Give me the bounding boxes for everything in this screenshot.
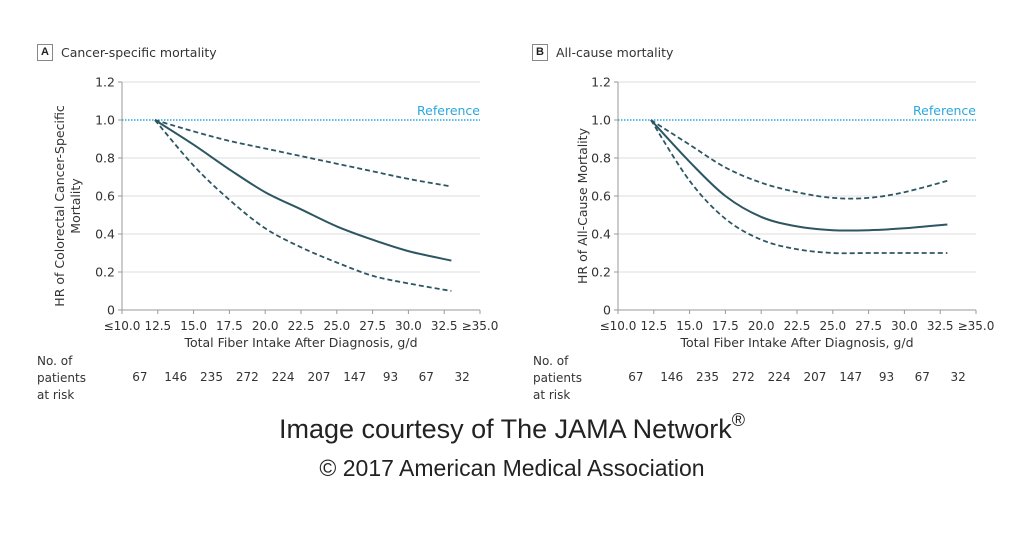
- panel-b-header: B All-cause mortality: [532, 44, 673, 61]
- registered-mark: ®: [731, 410, 745, 430]
- at-risk-value: 272: [235, 370, 259, 384]
- x-tick-label: 20.0: [252, 319, 279, 333]
- x-tick-label: ≤10.0: [104, 319, 141, 333]
- x-tick-label: ≥35.0: [958, 319, 995, 333]
- at-risk-value: 32: [454, 370, 470, 384]
- x-tick-label: 22.5: [288, 319, 315, 333]
- y-tick-label: 1.2: [591, 75, 611, 90]
- y-axis-title: HR of Colorectal Cancer-Specific: [52, 105, 67, 307]
- at-risk-label-line: at risk: [37, 388, 75, 402]
- at-risk-label-line: No. of patients: [37, 354, 86, 385]
- at-risk-value: 207: [307, 370, 331, 384]
- upper-ci-line: [650, 119, 948, 200]
- at-risk-value: 224: [767, 370, 791, 384]
- at-risk-value: 146: [660, 370, 684, 384]
- x-tick-label: 12.5: [640, 319, 667, 333]
- panel-b-title: All-cause mortality: [556, 45, 674, 60]
- y-axis-title: Mortality: [68, 178, 83, 234]
- at-risk-value: 67: [132, 370, 148, 384]
- x-tick-label: 32.5: [927, 319, 954, 333]
- at-risk-value: 207: [803, 370, 827, 384]
- panel-a-header: A Cancer-specific mortality: [37, 44, 217, 61]
- y-tick-label: 0: [107, 303, 115, 318]
- at-risk-value: 224: [271, 370, 295, 384]
- panel-a-title: Cancer-specific mortality: [61, 45, 217, 60]
- at-risk-value: 67: [628, 370, 644, 384]
- at-risk-value: 93: [382, 370, 399, 384]
- at-risk-value: 146: [164, 370, 188, 384]
- lower-ci-line: [650, 119, 948, 255]
- x-tick-label: 12.5: [144, 319, 171, 333]
- x-tick-label: 15.0: [676, 319, 703, 333]
- y-tick-label: 0.2: [591, 265, 611, 280]
- y-tick-label: 1.2: [95, 75, 115, 90]
- x-tick-label: 32.5: [431, 319, 458, 333]
- at-risk-value: 147: [343, 370, 367, 384]
- y-tick-label: 1.0: [591, 113, 611, 128]
- reference-label: Reference: [913, 103, 976, 118]
- x-tick-label: 25.0: [819, 319, 846, 333]
- x-tick-label: ≤10.0: [600, 319, 637, 333]
- panel-b-letter: B: [532, 44, 548, 61]
- y-tick-label: 0.6: [591, 189, 611, 204]
- chart-panel-a: 0 0.2 0.4 0.6 0.8 1.0 1.2 ≤10.0 12.5 15.0 17.5 20.0…: [52, 75, 499, 351]
- x-tick-label: 17.5: [712, 319, 739, 333]
- y-tick-label: 1.0: [95, 113, 115, 128]
- lower-ci-line: [154, 119, 452, 292]
- at-risk-value: 67: [914, 370, 930, 384]
- panel-a-letter: A: [37, 44, 53, 61]
- y-tick-label: 0.4: [591, 227, 611, 242]
- at-risk-value: 272: [731, 370, 755, 384]
- x-axis-title: Total Fiber Intake After Diagnosis, g/d: [183, 335, 417, 350]
- x-tick-label: 17.5: [216, 319, 243, 333]
- x-tick-label: 20.0: [748, 319, 775, 333]
- at-risk-value: 147: [839, 370, 863, 384]
- x-tick-label: 30.0: [395, 319, 422, 333]
- at-risk-value: 67: [418, 370, 434, 384]
- y-axis-title: HR of All-Cause Mortality: [575, 127, 590, 284]
- x-tick-label: ≥35.0: [462, 319, 499, 333]
- copyright-line: © 2017 American Medical Association: [319, 455, 705, 481]
- x-tick-label: 27.5: [855, 319, 882, 333]
- at-risk-value: 32: [950, 370, 966, 384]
- y-tick-label: 0: [603, 303, 611, 318]
- y-tick-label: 0.6: [95, 189, 115, 204]
- y-tick-label: 0.2: [95, 265, 115, 280]
- at-risk-value: 235: [200, 370, 223, 384]
- at-risk-label: No. of patients at risk: [37, 353, 86, 404]
- x-tick-label: 27.5: [359, 319, 386, 333]
- upper-ci-line: [154, 119, 452, 188]
- chart-panel-b: 0 0.2 0.4 0.6 0.8 1.0 1.2 ≤10.0 12.5 15.0 17.5 20.0…: [575, 75, 995, 351]
- at-risk-label-line: at risk: [533, 388, 571, 402]
- at-risk-value: 93: [878, 370, 895, 384]
- hr-line: [154, 119, 452, 262]
- credit-line: Image courtesy of The JAMA Network®: [0, 410, 1024, 445]
- hr-line: [650, 119, 948, 232]
- x-tick-label: 30.0: [891, 319, 918, 333]
- x-axis-title: Total Fiber Intake After Diagnosis, g/d: [679, 335, 913, 350]
- y-tick-label: 0.4: [95, 227, 115, 242]
- at-risk-label-line: No. of patients: [533, 354, 582, 385]
- x-tick-label: 22.5: [784, 319, 811, 333]
- reference-label: Reference: [417, 103, 480, 118]
- y-tick-label: 0.8: [591, 151, 611, 166]
- at-risk-value: 235: [696, 370, 719, 384]
- credit-text: Image courtesy of The JAMA Network: [279, 414, 732, 444]
- at-risk-label: No. of patients at risk: [533, 353, 582, 404]
- y-tick-label: 0.8: [95, 151, 115, 166]
- x-tick-label: 15.0: [180, 319, 207, 333]
- x-tick-label: 25.0: [323, 319, 350, 333]
